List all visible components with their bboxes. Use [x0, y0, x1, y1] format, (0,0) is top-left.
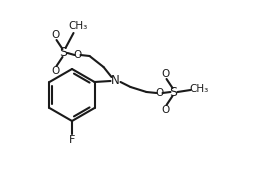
Text: CH₃: CH₃: [189, 84, 208, 94]
Text: F: F: [69, 135, 75, 145]
Text: O: O: [73, 50, 82, 60]
Text: O: O: [161, 105, 170, 115]
Text: S: S: [60, 47, 68, 60]
Text: O: O: [161, 69, 170, 79]
Text: O: O: [51, 30, 60, 40]
Text: N: N: [111, 74, 120, 88]
Text: S: S: [170, 86, 178, 98]
Text: O: O: [51, 66, 60, 76]
Text: O: O: [155, 88, 164, 98]
Text: CH₃: CH₃: [68, 21, 87, 31]
